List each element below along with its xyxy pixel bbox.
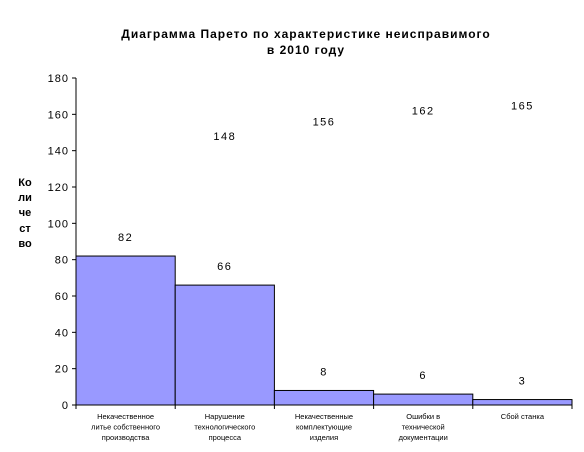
bar-value-label: 66: [217, 261, 232, 273]
labels-layer: 0 20 40 60 80 100 120 140 160 180 82 66 8 6 3 148 156 162…: [48, 73, 545, 442]
cumulative-label: 165: [511, 100, 534, 112]
category-label: Нарушение: [205, 412, 245, 421]
y-tick-label: 40: [55, 327, 69, 339]
category-label: Некачественное: [97, 412, 154, 421]
y-tick-label: 60: [55, 291, 69, 303]
bar-5: [472, 399, 573, 406]
bar-4: [373, 393, 474, 406]
category-label: комплектующие: [296, 423, 352, 432]
y-tick-label: 120: [48, 182, 69, 194]
y-tick-label: 0: [62, 400, 69, 412]
chart-title: Диаграмма Парето по характеристике неисп…: [80, 26, 532, 58]
bar-2: [174, 284, 275, 406]
category-label: технической: [402, 423, 445, 432]
category-label: документации: [399, 433, 448, 442]
bar-value-label: 82: [118, 232, 133, 244]
y-tick-label: 180: [48, 73, 69, 85]
y-tick-label: 140: [48, 146, 69, 158]
category-label: технологического: [194, 423, 255, 432]
cumulative-label: 156: [313, 117, 336, 129]
chart-title-line-2: в 2010 году: [266, 43, 346, 57]
y-tick-label: 20: [55, 364, 69, 376]
cumulative-label: 162: [412, 106, 435, 118]
category-label: процесса: [209, 433, 242, 442]
cumulative-label: 148: [213, 131, 236, 143]
bar-1: [75, 255, 176, 406]
category-label: Некачественные: [295, 412, 353, 421]
y-tick-label: 160: [48, 109, 69, 121]
y-axis-label: Количество: [18, 177, 32, 250]
y-tick-label: 100: [48, 218, 69, 230]
axes-layer: [72, 77, 573, 409]
bar-value-label: 6: [419, 370, 427, 382]
category-label: производства: [102, 433, 150, 442]
category-label: изделия: [310, 433, 338, 442]
chart-title-line-1: Диаграмма Парето по характеристике неисп…: [121, 27, 491, 41]
category-label: Ошибки в: [406, 412, 440, 421]
category-label: Сбой станка: [501, 412, 545, 421]
bars-layer: [75, 255, 573, 406]
bar-value-label: 3: [519, 376, 527, 388]
category-label: литье собственного: [91, 423, 160, 432]
bar-value-label: 8: [320, 366, 328, 378]
y-tick-label: 80: [55, 255, 69, 267]
bar-3: [273, 389, 375, 406]
